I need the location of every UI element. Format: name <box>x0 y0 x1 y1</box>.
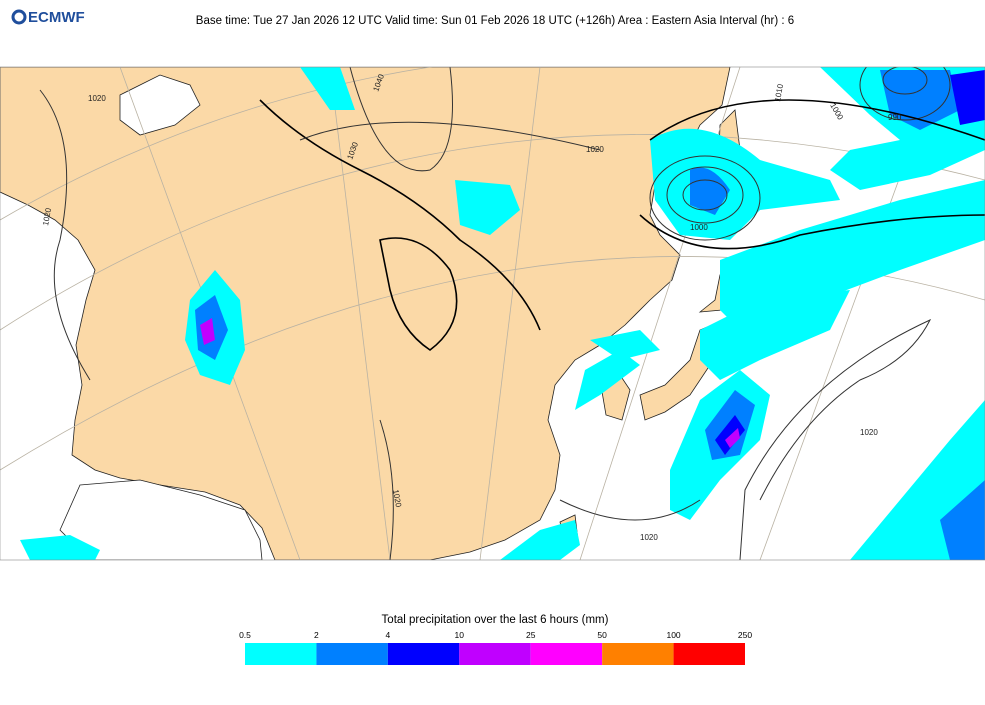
isobar-label: 1010 <box>773 83 785 103</box>
isobar-label: 1020 <box>860 428 878 437</box>
logo: ECMWF <box>11 9 85 26</box>
colorbar-swatch <box>245 643 317 665</box>
land <box>0 67 731 560</box>
legend-title: Total precipitation over the last 6 hour… <box>382 614 609 626</box>
logo-text: ECMWF <box>28 9 85 26</box>
isobar-label: 1020 <box>586 145 604 154</box>
colorbar-tick-label: 100 <box>666 630 680 640</box>
isobar-label: 1020 <box>88 94 106 103</box>
colorbar-tick-label: 2 <box>314 630 319 640</box>
header-title: Base time: Tue 27 Jan 2026 12 UTC Valid … <box>196 15 794 27</box>
isobar-label: 990 <box>888 113 902 122</box>
colorbar-tick-label: 0.5 <box>239 630 251 640</box>
colorbar-swatch <box>530 643 603 665</box>
colorbar-tick-label: 25 <box>526 630 536 640</box>
colorbar-swatch <box>459 643 531 665</box>
colorbar-tick-label: 10 <box>455 630 465 640</box>
isobars <box>39 67 985 560</box>
map-frame <box>0 66 985 561</box>
isobar-label: 1020 <box>391 489 403 509</box>
colorbar-tick-label: 250 <box>738 630 752 640</box>
colorbar-swatch <box>602 643 674 665</box>
colorbar-tick-label: 4 <box>385 630 390 640</box>
colorbar-tick-label: 50 <box>597 630 607 640</box>
colorbar-swatch <box>673 643 745 665</box>
sea <box>119 74 201 136</box>
isobar-label: 1020 <box>640 533 658 542</box>
colorbar: 0.5 2 4 10 25 50 100 250 <box>239 630 752 665</box>
colorbar-swatch <box>387 643 460 665</box>
isobar-label: 1020 <box>41 207 53 227</box>
map-panel: 1020 1040 1030 1020 1010 1000 990 1000 1… <box>0 67 985 560</box>
colorbar-swatch <box>316 643 388 665</box>
isobar-label: 1000 <box>690 223 708 232</box>
